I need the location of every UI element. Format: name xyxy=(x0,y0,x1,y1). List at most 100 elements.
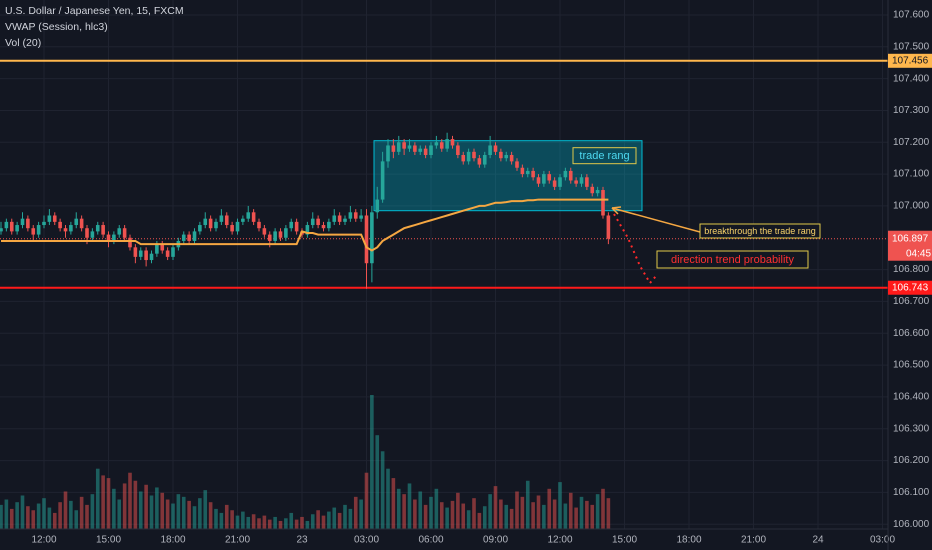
candle-body xyxy=(482,155,487,165)
volume-bar xyxy=(273,516,277,529)
candle-body xyxy=(15,225,19,232)
candle-body xyxy=(536,177,541,184)
candle-body xyxy=(4,221,9,229)
candle-body xyxy=(380,161,385,200)
volume-bar xyxy=(542,504,546,529)
candle-body xyxy=(208,218,213,229)
volume-bar xyxy=(192,506,197,529)
candle-body xyxy=(74,218,79,226)
volume-bar xyxy=(214,508,218,529)
y-tick-label: 106.100 xyxy=(893,487,930,498)
y-tick-label: 106.500 xyxy=(893,360,930,371)
volume-bar xyxy=(606,498,611,529)
y-tick-label: 107.200 xyxy=(893,137,930,148)
candle-body xyxy=(187,234,191,241)
volume-bar xyxy=(445,507,449,529)
candle-body xyxy=(515,161,519,168)
volume-bar xyxy=(488,494,492,529)
volume-bar xyxy=(585,500,589,529)
candle-body xyxy=(439,142,444,149)
candle-body xyxy=(531,170,535,178)
volume-bar xyxy=(343,504,347,529)
y-tick-label: 106.600 xyxy=(893,328,930,339)
volume-bar xyxy=(515,491,519,529)
x-tick-label: 18:00 xyxy=(676,535,701,546)
y-tick-label: 107.100 xyxy=(893,169,930,180)
volume-bar xyxy=(149,495,154,529)
volume-bar xyxy=(332,507,337,529)
volume-bar xyxy=(138,491,143,529)
candle-body xyxy=(241,218,245,222)
candle-body xyxy=(267,234,272,241)
volume-bar xyxy=(63,491,68,529)
y-tick-label: 106.800 xyxy=(893,264,930,275)
volume-bar xyxy=(450,500,455,529)
candle-body xyxy=(359,215,363,219)
volume-bar xyxy=(90,494,95,529)
volume-bar xyxy=(101,475,105,529)
volume-bar xyxy=(219,512,224,529)
candle-body xyxy=(20,218,25,226)
candle-body xyxy=(257,221,261,229)
volume-bar xyxy=(198,498,202,529)
volume-pane xyxy=(0,395,611,529)
volume-bar xyxy=(155,487,159,529)
vwap-line xyxy=(1,198,609,252)
volume-bar xyxy=(552,499,557,529)
volume-bar xyxy=(595,494,600,529)
volume-bar xyxy=(466,510,471,529)
candle-body xyxy=(133,247,138,257)
volume-bar xyxy=(176,494,181,529)
volume-bar xyxy=(144,484,148,529)
candle-body xyxy=(278,231,283,238)
volume-bar xyxy=(337,512,342,529)
candle-body xyxy=(348,212,353,219)
x-tick-label: 03:00 xyxy=(870,535,895,546)
y-tick-label: 107.400 xyxy=(893,73,930,84)
x-tick-label: 06:00 xyxy=(418,535,443,546)
volume-bar xyxy=(300,516,304,529)
candle-body xyxy=(79,218,84,229)
candle-body xyxy=(606,215,611,239)
volume-bar xyxy=(477,512,482,529)
candle-body xyxy=(423,148,428,156)
label-box xyxy=(656,250,809,269)
candle-body xyxy=(251,212,256,222)
volume-bar xyxy=(456,492,460,529)
volume-bar xyxy=(257,518,261,529)
candle-body xyxy=(0,228,3,232)
candle-body xyxy=(477,158,482,165)
candle-body xyxy=(472,151,476,159)
y-tick-label: 106.200 xyxy=(893,455,930,466)
volume-bar xyxy=(15,502,19,529)
volume-bar xyxy=(434,488,439,529)
x-tick-label: 15:00 xyxy=(96,535,121,546)
candle-body xyxy=(327,221,331,229)
label-box xyxy=(572,147,637,165)
volume-bar xyxy=(509,508,514,529)
candle-body xyxy=(305,225,310,235)
arrow-line xyxy=(611,207,701,233)
volume-bar xyxy=(423,504,428,529)
grid xyxy=(0,0,888,529)
volume-bar xyxy=(165,499,170,529)
candle-body xyxy=(585,177,589,187)
volume-bar xyxy=(493,486,498,529)
candle-body xyxy=(407,145,412,149)
volume-bar xyxy=(278,520,283,529)
candle-body xyxy=(391,145,396,152)
candle-body xyxy=(488,145,492,156)
volume-bar xyxy=(531,502,535,529)
volume-bar xyxy=(520,496,525,529)
volume-bar xyxy=(128,472,132,529)
volume-bar xyxy=(461,503,466,529)
candle-body xyxy=(574,180,578,184)
volume-bar xyxy=(579,496,584,529)
candle-body xyxy=(26,218,30,229)
x-tick-label: 21:00 xyxy=(225,535,250,546)
volume-bar xyxy=(364,472,369,529)
candle-body xyxy=(558,177,562,187)
y-tick-label: 107.300 xyxy=(893,105,930,116)
candle-body xyxy=(262,228,267,235)
